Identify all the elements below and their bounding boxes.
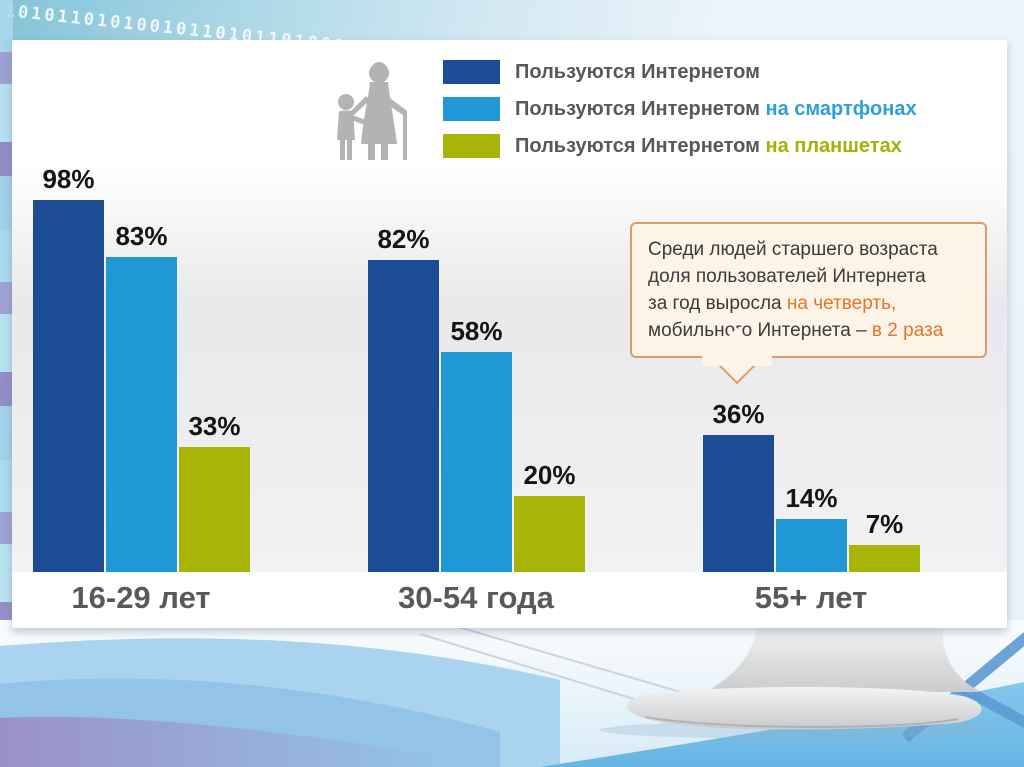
monitor-stand-base — [627, 687, 982, 730]
bar-internet-55plus: 36% — [703, 399, 774, 572]
legend-row-tablet: Пользуются Интернетом на планшетах — [443, 134, 917, 158]
bar-group-30-54: 82% 58% 20% — [368, 224, 585, 572]
background-top-gradient — [0, 0, 1024, 46]
bar-value-label: 36% — [712, 399, 765, 429]
background-left-strip — [0, 0, 13, 640]
callout-line: мобильного Интернета – в 2 раза — [648, 320, 944, 341]
callout-pointer-mask — [702, 354, 772, 366]
bar-value-label: 33% — [188, 411, 241, 441]
legend-label-smartphone: Пользуются Интернетом на смартфонах — [515, 97, 917, 120]
bar-smartphone-55plus: 14% — [776, 483, 847, 572]
bar-internet-16-29: 98% — [33, 164, 104, 572]
bar-tablet-55plus: 7% — [849, 509, 920, 572]
legend-swatch-internet — [443, 60, 500, 84]
legend-swatch-tablet — [443, 134, 500, 158]
bar-value-label: 7% — [865, 509, 904, 539]
bar-group-16-29: 98% 83% 33% — [33, 164, 250, 572]
bar-value-label: 14% — [785, 483, 838, 513]
category-label-55plus: 55+ лет — [754, 580, 868, 615]
bar-value-label: 98% — [42, 164, 95, 194]
monitor-screen: Пользуются Интернетом Пользуются Интерне… — [12, 40, 1007, 628]
legend-label-tablet: Пользуются Интернетом на планшетах — [515, 134, 902, 157]
elderly-with-child-icon — [337, 62, 407, 167]
bar-tablet-30-54: 20% — [514, 460, 585, 572]
bar-smartphone-30-54: 58% — [441, 316, 512, 572]
callout-line: доля пользователей Интернета — [648, 266, 926, 287]
bar-value-label: 58% — [450, 316, 503, 346]
bar-group-55plus: 36% 14% 7% — [703, 399, 920, 572]
monitor-stand-neck — [706, 626, 980, 692]
category-label-16-29: 16-29 лет — [71, 580, 211, 615]
legend-label-internet: Пользуются Интернетом — [515, 60, 760, 83]
chart-legend: Пользуются Интернетом Пользуются Интерне… — [443, 60, 917, 171]
category-label-30-54: 30-54 года — [398, 580, 554, 615]
bar-value-label: 83% — [115, 221, 168, 251]
callout-line: за год выросла на четверть, — [648, 293, 897, 314]
wave-bands-left — [0, 638, 560, 767]
legend-row-smartphone: Пользуются Интернетом на смартфонах — [443, 97, 917, 121]
callout-line: Среди людей старшего возраста — [648, 239, 938, 260]
bar-value-label: 82% — [377, 224, 430, 254]
background-bottom-scene — [0, 620, 1024, 767]
callout-box: Среди людей старшего возраста доля польз… — [630, 222, 987, 385]
monitor-stand — [600, 626, 1000, 739]
bar-tablet-16-29: 33% — [179, 411, 250, 572]
legend-swatch-smartphone — [443, 97, 500, 121]
bar-internet-30-54: 82% — [368, 224, 439, 572]
bar-smartphone-16-29: 83% — [106, 221, 177, 572]
bar-value-label: 20% — [523, 460, 576, 490]
legend-row-internet: Пользуются Интернетом — [443, 60, 917, 84]
